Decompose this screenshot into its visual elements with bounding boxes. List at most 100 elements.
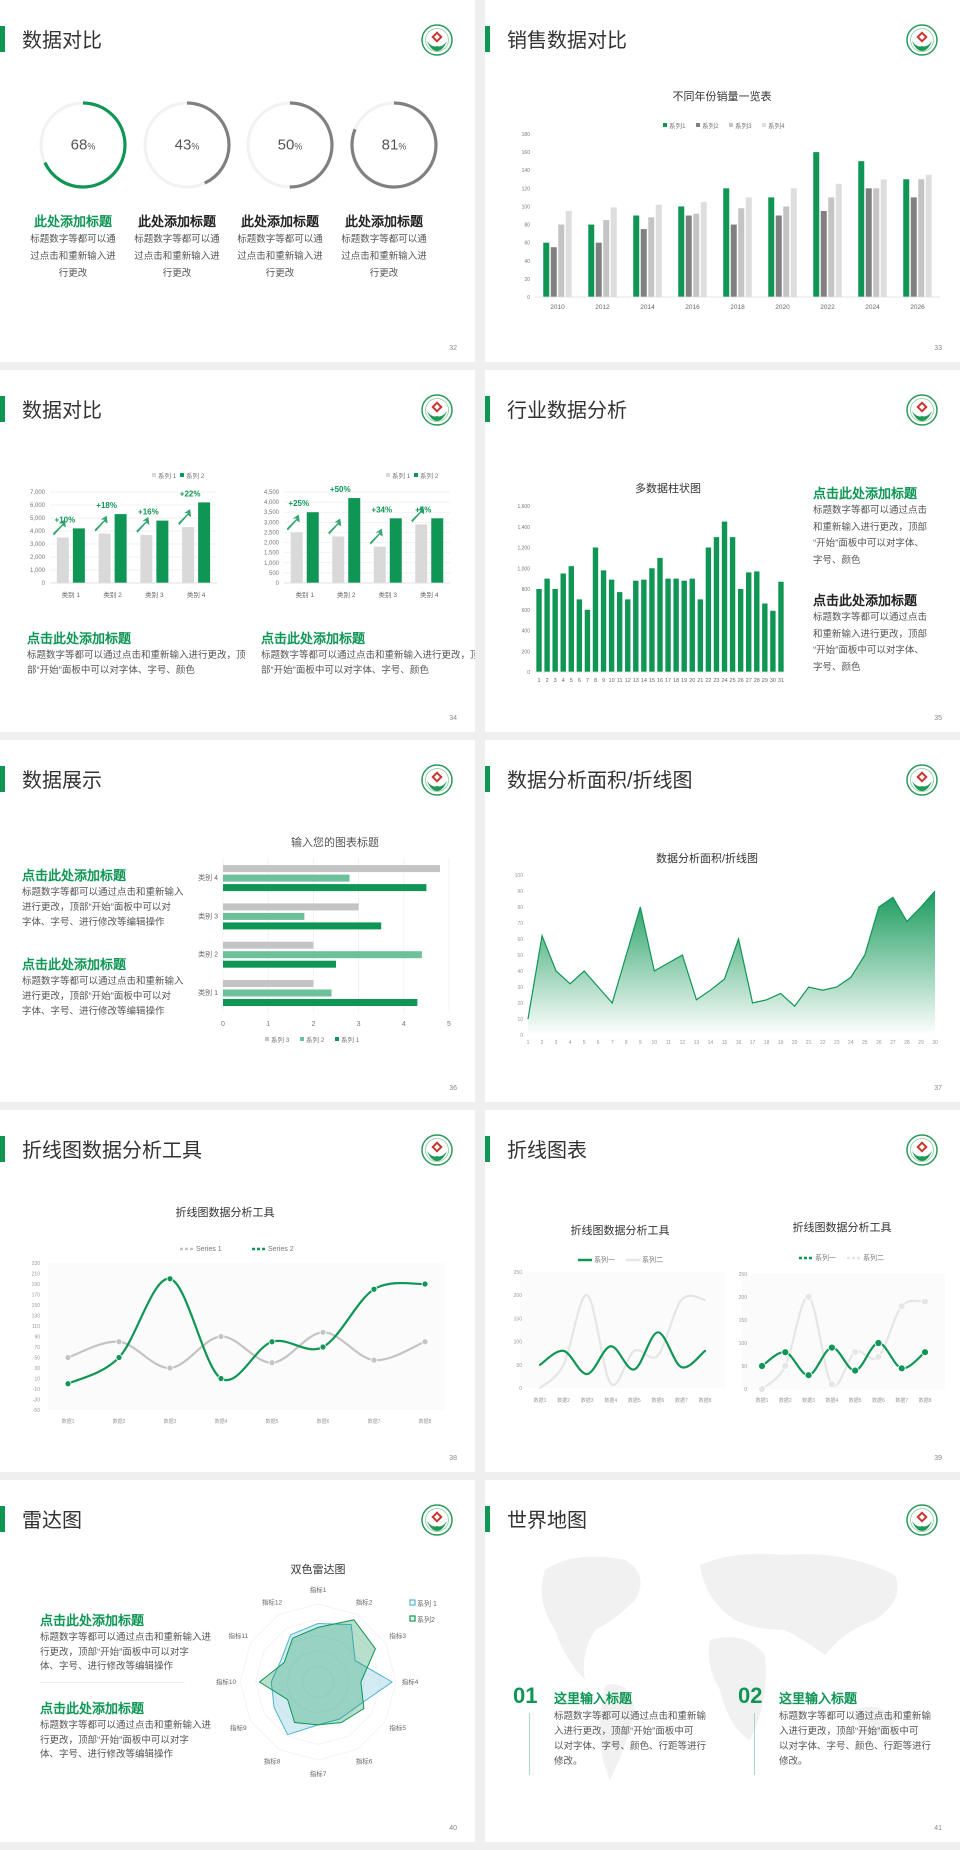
bar <box>223 903 359 911</box>
radar-grid-ring <box>302 1666 334 1698</box>
y-tick-label: 150 <box>32 1303 41 1309</box>
slide-36[interactable]: 数据展示 36 输入您的图表标题 0 1 2 3 4 5 类别 1 类别 2 类别 3 类别 4 系列 3… <box>0 740 475 1102</box>
area-fill <box>528 891 935 1035</box>
bar <box>723 188 730 297</box>
x-tick-label: 数据4 <box>825 1397 838 1404</box>
legend-swatch <box>729 123 733 127</box>
x-tick-label: 5 <box>583 1040 586 1046</box>
bar <box>608 579 615 672</box>
item-body-line: 以对字体、字号、颜色、行距等进行 <box>554 1741 707 1752</box>
axis-label: 指标8 <box>264 1757 281 1766</box>
legend-label: 系列2 <box>417 1615 435 1624</box>
title-accent-bar <box>485 1136 490 1162</box>
y-tick-label: 10 <box>517 1017 523 1023</box>
x-tick-label: 29 <box>762 678 768 684</box>
bar <box>223 922 382 930</box>
percent-number: 81 <box>381 136 399 154</box>
y-tick-label: 2,000 <box>30 555 46 561</box>
slide-32[interactable]: 数据对比 32 68% 此处添加标题 标题数字等都可以通 过点击和重新输入进 行更改 43% 此… <box>0 0 475 362</box>
continent-shape <box>700 1553 898 1655</box>
slide-40[interactable]: 雷达图 40 双色雷达图 指标1 指标2 指标3 指标4 指标5 指标6 指标7 指标8 指标9 指标1… <box>0 1480 475 1842</box>
x-tick-label: 27 <box>746 678 752 684</box>
y-tick-label: 50 <box>516 1363 522 1369</box>
legend-swatch <box>386 473 390 477</box>
legend-label: 系列4 <box>768 121 785 130</box>
bar <box>584 609 591 672</box>
x-tick-label: 16 <box>736 1040 742 1046</box>
legend-swatch <box>265 1037 269 1041</box>
chart: 多数据柱状图 0 200 400 600 800 1,000 1,200 1,400 1,600 1… <box>517 481 785 684</box>
y-tick-label: 0 <box>519 1386 522 1392</box>
bar <box>768 197 775 297</box>
item-body-line: 行更改 <box>58 268 88 279</box>
slide-34[interactable]: 数据对比 34 0 1,000 2,000 3,000 4,000 5,000 6,000 7,0… <box>0 370 475 732</box>
y-tick-label: 30 <box>517 985 523 991</box>
legend-swatch <box>409 1615 416 1622</box>
slide-35[interactable]: 行业数据分析 35 多数据柱状图 0 200 400 600 800 1,000 1,200 1,4… <box>485 370 960 732</box>
item-body-line: 标题数字等都可以通过点击和重新输 <box>554 1711 707 1722</box>
y-tick-label: 200 <box>522 649 531 655</box>
logo-icon <box>421 764 453 796</box>
x-tick-label: 4 <box>402 1021 406 1028</box>
x-tick-label: 2022 <box>820 304 835 311</box>
x-tick-label: 数据7 <box>675 1397 688 1404</box>
axis-label: 指标1 <box>310 1585 327 1594</box>
block-heading: 点击此处添加标题 <box>40 1613 145 1628</box>
block-body-line: 进行更改，顶部“开始”面板中可以对 <box>22 991 171 1002</box>
x-tick-label: 类别 2 <box>337 590 356 599</box>
legend-label: 系列 1 <box>417 1599 437 1608</box>
block-heading: 点击此处添加标题 <box>40 1701 145 1716</box>
chart: 不同年份销量一览表 0 20 40 60 80 100 120 140 160 180 2010 201… <box>522 89 940 311</box>
x-tick-label: 2010 <box>550 304 565 311</box>
x-tick-label: 28 <box>904 1040 910 1046</box>
block-body-line: 标题数字等都可以通过点击和重新输入进 <box>40 1720 212 1731</box>
x-tick-label: 17 <box>750 1040 756 1046</box>
y-tick-label: 0 <box>527 295 530 301</box>
x-tick-label: 14 <box>708 1040 714 1046</box>
logo-icon <box>906 394 938 426</box>
x-tick-label: 类别 3 <box>379 590 398 599</box>
item-body-line: 标题数字等都可以通 <box>237 234 323 245</box>
bar <box>790 188 797 297</box>
bar <box>140 534 153 583</box>
bar <box>543 242 550 297</box>
bar <box>550 247 557 297</box>
bar <box>552 589 558 672</box>
y-tick-label: 150 <box>739 1318 748 1324</box>
slide-33[interactable]: 销售数据对比 33 不同年份销量一览表 0 20 40 60 80 100 120 140 160 18… <box>485 0 960 362</box>
legend-label: 系列3 <box>735 121 752 130</box>
y-tick-label: 70 <box>517 921 523 927</box>
bar <box>223 999 418 1006</box>
x-tick-label: 3 <box>555 1040 558 1046</box>
data-point <box>115 1338 123 1346</box>
x-tick-label: 23 <box>834 1040 840 1046</box>
x-tick-label: 10 <box>652 1040 658 1046</box>
block-body-line: “开始”面板中可以对字体、 <box>813 538 924 549</box>
block-body-line: 标题数字等都可以通过点击 <box>813 612 928 623</box>
slide-41[interactable]: 世界地图 41 01 这里输入标题 标题数字等都可以通过点击和重新输 入进行更改，顶部“开… <box>485 1480 960 1842</box>
block-body-line: “开始”面板中可以对字体、 <box>813 645 924 656</box>
chart: 0 1,000 2,000 3,000 4,000 5,000 6,000 7,000 类别 1… <box>30 471 217 599</box>
data-point <box>804 1371 813 1380</box>
y-tick-label: 190 <box>32 1282 41 1288</box>
y-tick-label: 2,000 <box>264 541 280 547</box>
block-body-line: 标题数字等都可以通过点击和重新输入进行更改，顶 <box>27 650 246 661</box>
percent-number: 68 <box>70 136 88 154</box>
page-number: 32 <box>449 345 457 352</box>
data-point <box>827 1380 836 1389</box>
y-tick-label: 类别 1 <box>198 988 218 997</box>
axis-label: 指标5 <box>389 1723 406 1732</box>
x-tick-label: 数据8 <box>419 1418 432 1425</box>
slide-38[interactable]: 折线图数据分析工具 38 折线图数据分析工具 -50 -30 -10 10 30 50 70 90 1… <box>0 1110 475 1472</box>
slide-37[interactable]: 数据分析面积/折线图 37 数据分析面积/折线图 0 10 20 30 40 50 60 70 80 9… <box>485 740 960 1102</box>
title-accent-bar <box>0 396 5 422</box>
legend-label: 系列二 <box>863 1253 884 1262</box>
x-tick-label: 2 <box>546 678 549 684</box>
slide-39[interactable]: 折线图表 39 折线图数据分析工具 0 50 100 150 200 250 数据1 数据2 数据3 数… <box>485 1110 960 1472</box>
chart: 0 500 1,000 1,500 2,000 2,500 3,000 3,500 4,000 4… <box>264 471 450 599</box>
x-tick-label: 数据6 <box>651 1397 664 1404</box>
bar <box>770 610 776 672</box>
progress-ring <box>246 101 334 189</box>
chart-title: 输入您的图表标题 <box>291 835 379 849</box>
x-tick-label: 21 <box>806 1040 812 1046</box>
